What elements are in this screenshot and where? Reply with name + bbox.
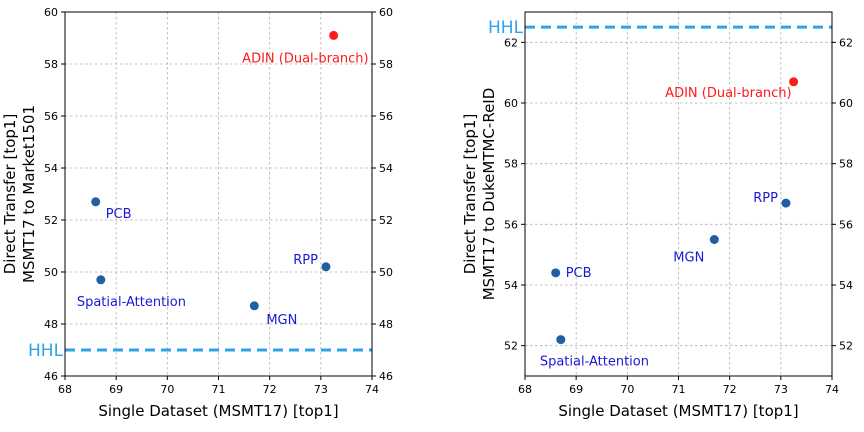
y-tick-label-right: 60 <box>839 97 853 110</box>
y-tick-label-left: 54 <box>504 279 518 292</box>
point-pcb <box>91 197 101 207</box>
point-spatial-attention <box>556 335 566 345</box>
hhl-label: HHL <box>488 18 524 38</box>
point-mgn <box>709 235 719 244</box>
y-tick-label-left: 58 <box>504 158 518 171</box>
y-tick-label-left: 56 <box>504 218 518 231</box>
y-tick-label-right: 46 <box>379 370 393 383</box>
x-tick-label: 73 <box>774 383 788 396</box>
x-tick-label: 69 <box>569 383 583 396</box>
y-tick-label-left: 60 <box>504 97 518 110</box>
point-label-pcb: PCB <box>566 266 592 281</box>
x-tick-label: 70 <box>160 383 174 396</box>
y-tick-label-right: 58 <box>839 158 853 171</box>
y-tick-label-right: 58 <box>379 58 393 71</box>
x-tick-label: 69 <box>109 383 123 396</box>
y-tick-label-right: 48 <box>379 318 393 331</box>
x-tick-label: 74 <box>825 383 839 396</box>
y-axis-label-line-2: MSMT17 to Market1501 <box>20 105 38 283</box>
point-label-pcb: PCB <box>106 207 132 222</box>
plot-frame <box>64 11 373 377</box>
y-tick-label-right: 56 <box>839 218 853 231</box>
y-tick-label-right: 54 <box>379 162 393 175</box>
y-tick-label-right: 52 <box>379 214 393 227</box>
point-label-rpp: RPP <box>293 253 318 268</box>
y-axis-label-line-1: Direct Transfer [top1] <box>1 114 19 275</box>
x-tick-label: 68 <box>518 383 532 396</box>
y-tick-label-right: 62 <box>839 36 853 49</box>
point-adin-dual-branch <box>789 77 799 87</box>
point-label-rpp: RPP <box>753 191 778 206</box>
hhl-label: HHL <box>28 341 64 361</box>
point-label-adin-dual-branch: ADIN (Dual-branch) <box>242 51 368 66</box>
y-tick-label-right: 56 <box>379 110 393 123</box>
x-tick-label: 71 <box>212 383 226 396</box>
y-tick-label-left: 48 <box>44 318 58 331</box>
x-tick-label: 70 <box>620 383 634 396</box>
point-mgn <box>249 301 259 311</box>
y-tick-label-left: 52 <box>44 214 58 227</box>
y-tick-label-left: 50 <box>44 266 58 279</box>
point-rpp <box>321 262 331 272</box>
x-tick-label: 72 <box>263 383 277 396</box>
x-tick-label: 68 <box>58 383 72 396</box>
point-adin-dual-branch <box>329 30 339 40</box>
x-tick-label: 72 <box>723 383 737 396</box>
y-tick-label-right: 52 <box>839 340 853 353</box>
y-tick-label-left: 62 <box>504 36 518 49</box>
x-tick-label: 73 <box>314 383 328 396</box>
y-tick-label-left: 46 <box>44 370 58 383</box>
point-rpp <box>781 198 791 208</box>
y-tick-label-left: 54 <box>44 162 58 175</box>
y-tick-label-right: 50 <box>379 266 393 279</box>
point-label-mgn: MGN <box>673 251 704 266</box>
x-tick-label: 74 <box>365 383 379 396</box>
x-axis-label: Single Dataset (MSMT17) [top1] <box>558 402 798 420</box>
y-axis-label-line-2: MSMT17 to DukeMTMC-ReID <box>480 88 498 301</box>
y-tick-label-left: 56 <box>44 110 58 123</box>
point-spatial-attention <box>96 275 106 285</box>
point-label-spatial-attention: Spatial-Attention <box>540 355 649 370</box>
point-pcb <box>551 268 561 278</box>
plot-frame <box>524 11 833 377</box>
x-tick-label: 71 <box>672 383 686 396</box>
point-label-adin-dual-branch: ADIN (Dual-branch) <box>665 86 791 101</box>
y-axis-label-line-1: Direct Transfer [top1] <box>461 114 479 275</box>
x-axis-label: Single Dataset (MSMT17) [top1] <box>98 402 338 420</box>
y-tick-label-left: 60 <box>44 6 58 19</box>
point-label-spatial-attention: Spatial-Attention <box>77 295 186 310</box>
y-tick-label-left: 58 <box>44 58 58 71</box>
y-tick-label-left: 52 <box>504 340 518 353</box>
y-tick-label-right: 60 <box>379 6 393 19</box>
point-label-mgn: MGN <box>266 313 297 328</box>
y-tick-label-right: 54 <box>839 279 853 292</box>
